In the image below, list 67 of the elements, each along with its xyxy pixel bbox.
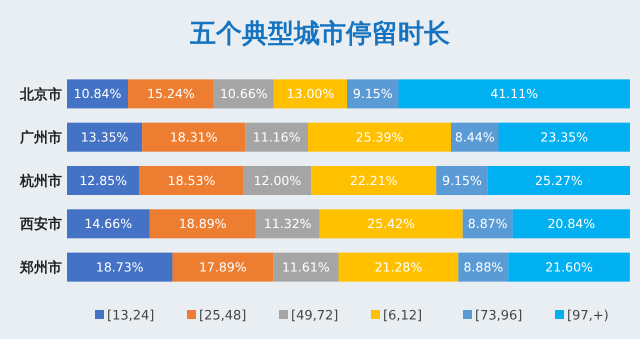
- bar: [508, 252, 630, 282]
- chart-title: 五个典型城市停留时长: [189, 19, 450, 49]
- data-label: 23.35%: [540, 130, 588, 145]
- legend-label: [25,48]: [199, 308, 246, 324]
- data-label: 10.66%: [220, 86, 268, 102]
- data-label: 18.53%: [168, 172, 216, 188]
- bar: [245, 122, 308, 152]
- data-label: 14.66%: [84, 216, 132, 232]
- data-label: 8.87%: [468, 216, 508, 232]
- bar: [139, 166, 244, 196]
- bar: [67, 166, 140, 196]
- y-tick-label: 郑州市: [19, 259, 62, 276]
- data-label: 18.89%: [178, 216, 227, 232]
- bar: [311, 166, 436, 196]
- y-tick-label: 西安市: [19, 216, 62, 233]
- y-tick-label: 北京市: [19, 86, 62, 103]
- bar: [256, 209, 320, 238]
- bar: [436, 166, 488, 196]
- data-label: 8.88%: [463, 260, 504, 274]
- data-label: 11.32%: [264, 216, 312, 232]
- data-label: 21.60%: [545, 260, 594, 274]
- data-label: 25.27%: [535, 172, 583, 188]
- legend-label: [6,12]: [383, 308, 422, 324]
- data-label: 8.44%: [454, 130, 495, 145]
- data-label: 18.73%: [96, 260, 144, 274]
- legend-label: [73,96]: [475, 308, 522, 324]
- bar: [488, 166, 630, 196]
- bar: [338, 252, 458, 282]
- data-label: 13.00%: [286, 86, 334, 102]
- bar: [273, 252, 339, 282]
- data-label: 12.00%: [254, 172, 302, 188]
- legend-label: [49,72]: [291, 308, 338, 324]
- bar: [308, 122, 451, 152]
- data-label: 12.85%: [79, 172, 128, 188]
- data-label: 22.21%: [350, 172, 398, 188]
- bar: [67, 252, 172, 282]
- data-label: 20.84%: [547, 216, 596, 232]
- bar: [274, 79, 348, 108]
- data-label: 9.15%: [442, 172, 482, 188]
- bar: [347, 79, 399, 108]
- bar: [128, 79, 214, 108]
- bar: [320, 209, 463, 238]
- data-label: 11.61%: [282, 260, 330, 274]
- bar: [498, 122, 630, 152]
- data-label: 18.31%: [170, 130, 218, 145]
- bar: [67, 122, 142, 152]
- y-tick-label: 杭州市: [19, 172, 62, 190]
- bar: [150, 209, 256, 238]
- data-label: 11.16%: [252, 130, 301, 145]
- bar: [398, 79, 630, 108]
- bar: [67, 209, 150, 238]
- legend-label: [97,+): [567, 308, 609, 324]
- data-label: 9.15%: [352, 86, 393, 102]
- legend-label: [13,24]: [107, 308, 154, 324]
- data-label: 15.24%: [147, 86, 195, 102]
- data-label: 17.89%: [198, 260, 247, 274]
- data-label: 10.84%: [74, 86, 122, 102]
- bar: [244, 166, 312, 196]
- y-tick-label: 广州市: [19, 129, 62, 146]
- data-label: 25.39%: [356, 130, 404, 145]
- data-label: 25.42%: [367, 216, 416, 232]
- bar: [142, 122, 246, 152]
- bar: [512, 209, 630, 238]
- data-label: 13.35%: [80, 130, 129, 145]
- data-label: 21.28%: [374, 260, 422, 274]
- data-label: 41.11%: [490, 86, 538, 102]
- bar: [172, 252, 274, 282]
